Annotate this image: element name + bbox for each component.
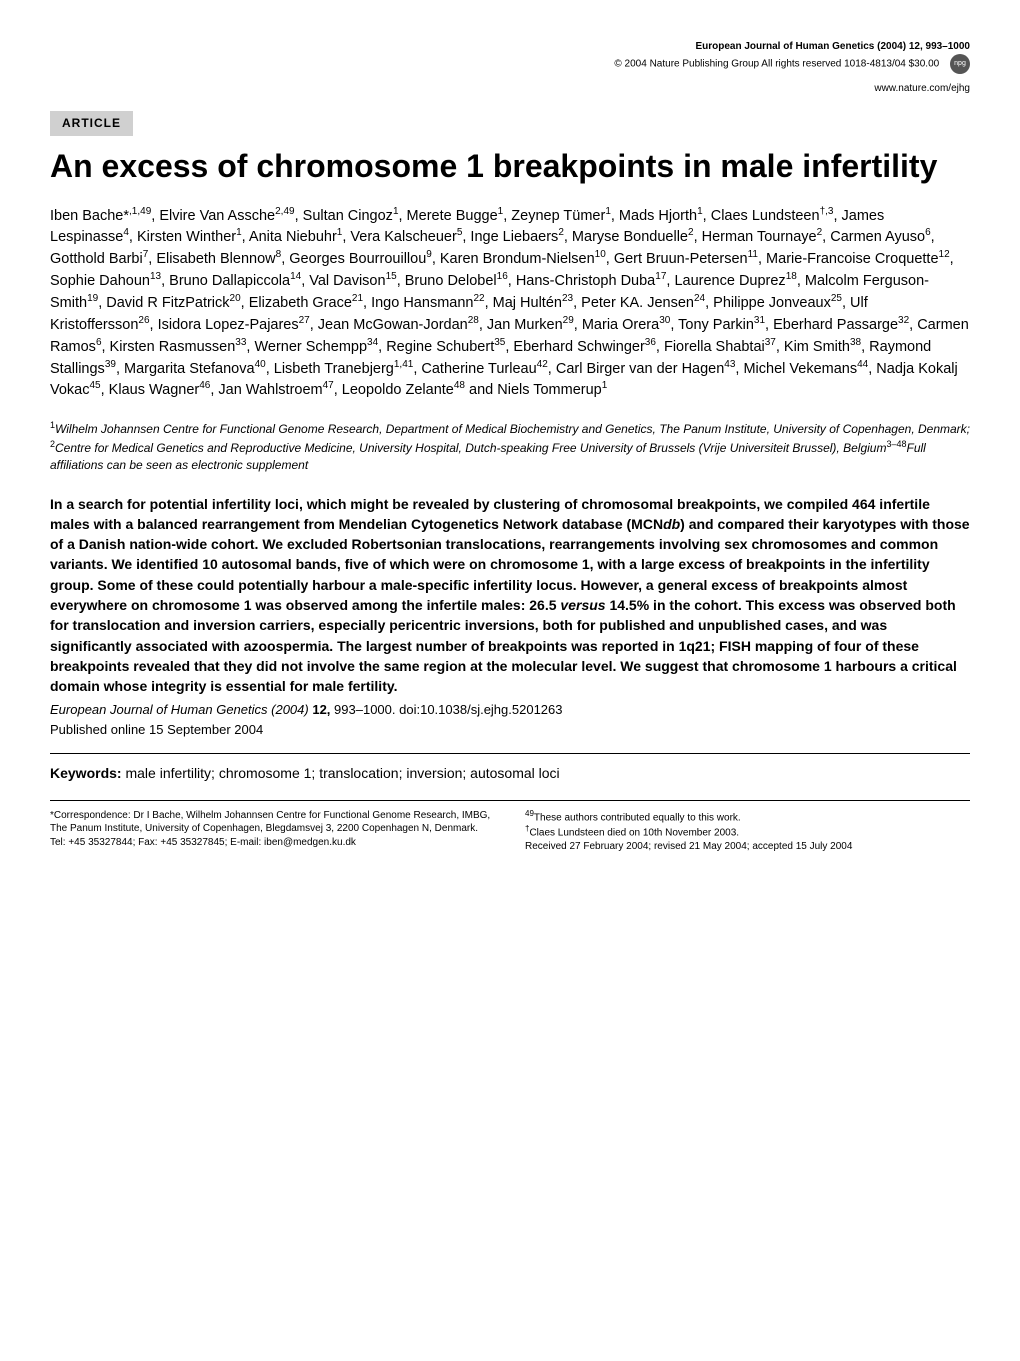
citation-volume: 12, (312, 702, 330, 717)
abstract-text: In a search for potential infertility lo… (50, 494, 970, 697)
article-title: An excess of chromosome 1 breakpoints in… (50, 148, 970, 185)
citation-pages: 993–1000. (334, 702, 395, 717)
citation-doi: doi:10.1038/sj.ejhg.5201263 (399, 702, 562, 717)
journal-title: European Journal of Human Genetics (2004… (695, 41, 970, 52)
npg-logo-icon: npg (950, 54, 970, 74)
citation-journal: European Journal of Human Genetics (50, 702, 268, 717)
keywords-text: male infertility; chromosome 1; transloc… (125, 765, 559, 781)
affiliations: 1Wilhelm Johannsen Centre for Functional… (50, 419, 970, 473)
divider-line (50, 753, 970, 754)
citation-line: European Journal of Human Genetics (2004… (50, 701, 970, 719)
footer: *Correspondence: Dr I Bache, Wilhelm Joh… (50, 809, 970, 854)
citation-year: (2004) (271, 702, 309, 717)
keywords: Keywords: male infertility; chromosome 1… (50, 764, 970, 784)
keywords-label: Keywords: (50, 765, 122, 781)
equal-contribution-note: 49These authors contributed equally to t… (525, 809, 970, 825)
deceased-note: †Claes Lundsteen died on 10th November 2… (525, 824, 970, 840)
copyright-line: © 2004 Nature Publishing Group All right… (614, 59, 939, 70)
published-online: Published online 15 September 2004 (50, 721, 970, 739)
journal-header: European Journal of Human Genetics (2004… (50, 40, 970, 74)
divider-line-2 (50, 800, 970, 801)
website-url: www.nature.com/ejhg (50, 82, 970, 96)
authors-list: Iben Bache*,1,49, Elvire Van Assche2,49,… (50, 205, 970, 402)
correspondence: *Correspondence: Dr I Bache, Wilhelm Joh… (50, 809, 495, 854)
dates-note: Received 27 February 2004; revised 21 Ma… (525, 840, 970, 854)
footer-notes: 49These authors contributed equally to t… (525, 809, 970, 854)
article-type-badge: ARTICLE (50, 111, 133, 136)
